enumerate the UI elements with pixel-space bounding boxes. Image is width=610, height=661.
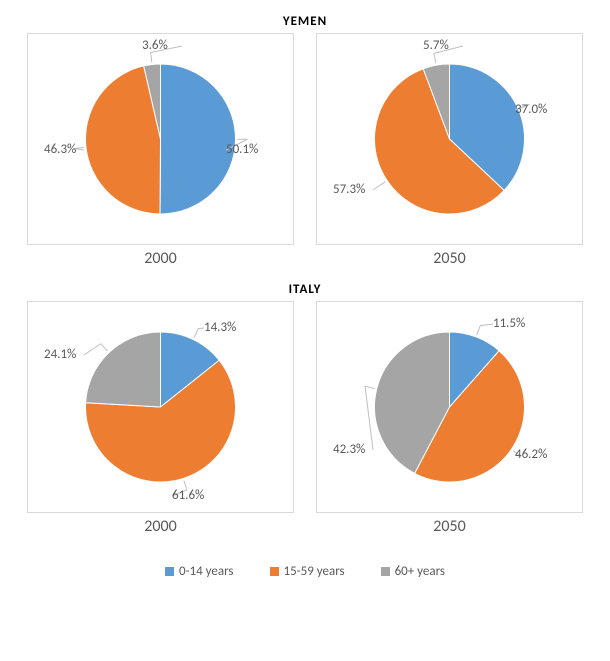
legend-label: 60+ years xyxy=(395,564,445,579)
chart-row: 50.1% 46.3% 3.6% 2000 37.0% 57.3% 5.7% 2050 xyxy=(0,33,610,268)
leader-line xyxy=(365,386,375,450)
slice-label: 5.7% xyxy=(423,38,449,53)
legend-item: 60+ years xyxy=(381,564,445,579)
slice-label: 46.2% xyxy=(515,447,547,462)
pie-slice xyxy=(160,64,235,214)
slice-label: 50.1% xyxy=(226,142,258,157)
year-label: 2050 xyxy=(433,249,465,268)
slice-label: 46.3% xyxy=(44,142,76,157)
year-label: 2050 xyxy=(433,517,465,536)
slice-label: 42.3% xyxy=(333,442,365,457)
pie-chart: 37.0% 57.3% 5.7% xyxy=(316,33,583,245)
pie-slice xyxy=(86,332,161,407)
year-label: 2000 xyxy=(144,517,176,536)
legend-swatch xyxy=(381,567,390,576)
slice-label: 14.3% xyxy=(204,320,236,335)
slice-label: 11.5% xyxy=(493,316,525,331)
slice-label: 57.3% xyxy=(333,182,365,197)
slice-label: 3.6% xyxy=(142,38,168,53)
pie-chart: 14.3% 61.6% 24.1% xyxy=(27,301,294,513)
pie-chart: 11.5% 46.2% 42.3% xyxy=(316,301,583,513)
slice-label: 37.0% xyxy=(515,102,547,117)
leader-line xyxy=(194,328,204,338)
leader-line xyxy=(373,182,385,190)
leader-line xyxy=(84,344,108,355)
leader-line xyxy=(477,324,493,335)
legend: 0-14 years 15-59 years 60+ years xyxy=(0,564,610,579)
legend-item: 15-59 years xyxy=(270,564,345,579)
legend-swatch xyxy=(270,567,279,576)
section-title: ITALY xyxy=(0,282,610,297)
legend-label: 0-14 years xyxy=(179,564,234,579)
legend-item: 0-14 years xyxy=(165,564,234,579)
year-label: 2000 xyxy=(144,249,176,268)
legend-swatch xyxy=(165,567,174,576)
slice-label: 24.1% xyxy=(44,347,76,362)
section-title: YEMEN xyxy=(0,14,610,29)
chart-row: 14.3% 61.6% 24.1% 2000 11.5% 46.2% 42.3% 2050 xyxy=(0,301,610,536)
pie-chart: 50.1% 46.3% 3.6% xyxy=(27,33,294,245)
slice-label: 61.6% xyxy=(172,488,204,503)
legend-label: 15-59 years xyxy=(284,564,345,579)
chart-grid: YEMEN 50.1% 46.3% 3.6% 2000 37.0% 57.3% 5.7% 205… xyxy=(0,14,610,579)
